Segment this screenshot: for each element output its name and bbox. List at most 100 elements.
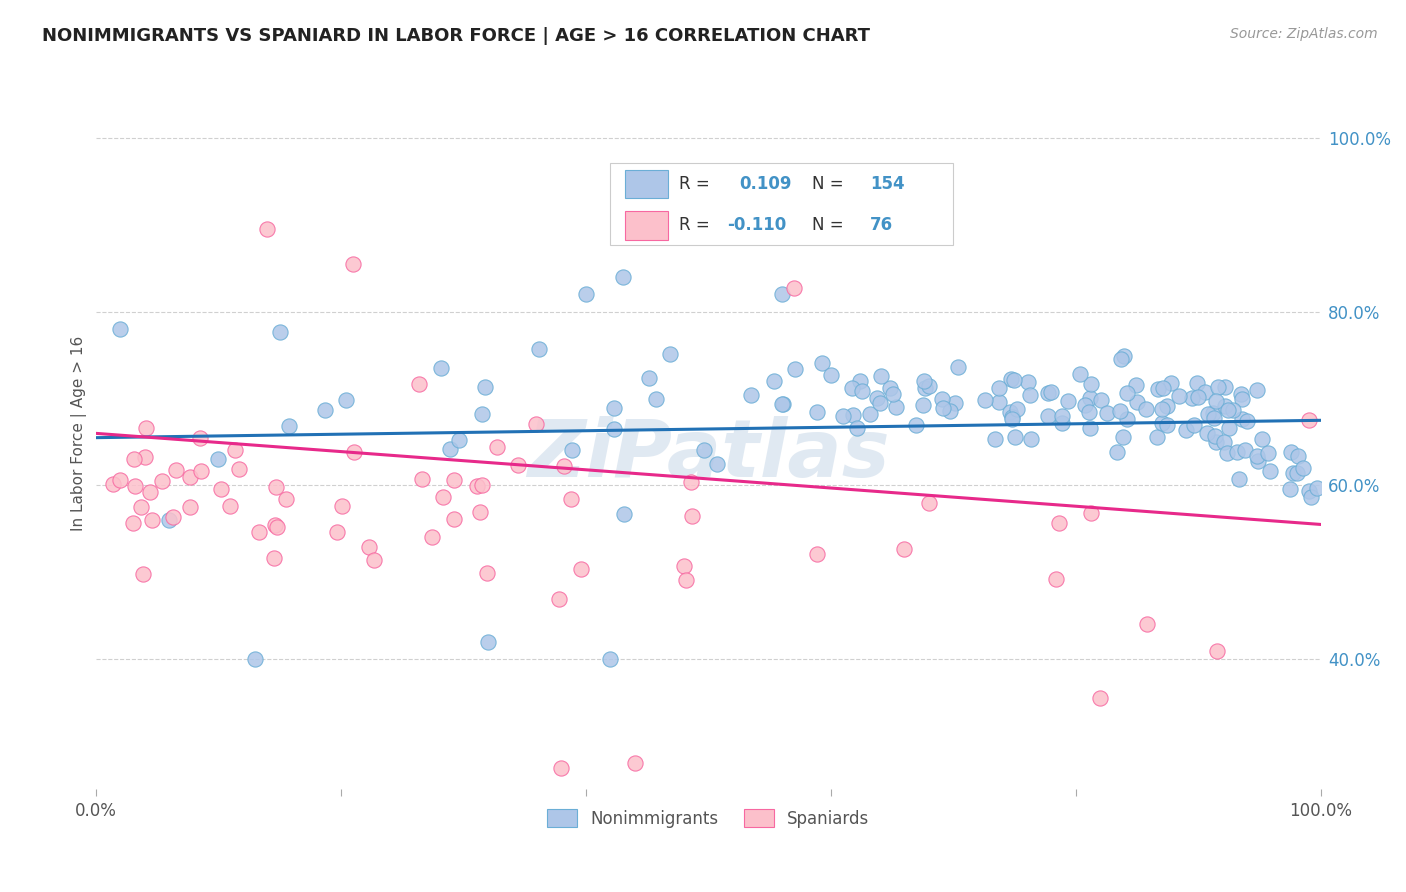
Point bbox=[1168, 389, 1191, 403]
Point bbox=[408, 377, 430, 392]
Point bbox=[264, 479, 287, 493]
Point bbox=[783, 280, 806, 294]
Point bbox=[1187, 390, 1209, 404]
Point bbox=[190, 464, 212, 478]
Point bbox=[1156, 399, 1178, 413]
Point bbox=[984, 432, 1007, 446]
Point bbox=[1222, 402, 1244, 417]
Point bbox=[1080, 377, 1102, 392]
Point bbox=[1174, 423, 1197, 437]
Point bbox=[869, 369, 891, 384]
Point bbox=[869, 396, 891, 410]
Point bbox=[770, 287, 793, 301]
Point bbox=[1218, 420, 1240, 434]
Point bbox=[553, 458, 575, 473]
Point bbox=[1298, 483, 1320, 498]
Point bbox=[673, 558, 696, 573]
Point bbox=[122, 516, 145, 530]
Point bbox=[129, 500, 152, 515]
Point bbox=[264, 518, 287, 533]
Point bbox=[1202, 411, 1225, 425]
Point bbox=[1305, 481, 1327, 495]
Point bbox=[912, 375, 935, 389]
Point bbox=[524, 417, 547, 432]
Point bbox=[623, 756, 645, 771]
Point bbox=[1069, 368, 1091, 382]
Point bbox=[1301, 490, 1323, 504]
Text: -0.110: -0.110 bbox=[727, 217, 786, 235]
Point bbox=[1109, 352, 1132, 367]
Point bbox=[207, 452, 229, 467]
Point bbox=[1282, 466, 1305, 480]
Point bbox=[1125, 378, 1147, 392]
Point bbox=[1039, 385, 1062, 400]
Point bbox=[165, 463, 187, 477]
Point bbox=[325, 524, 347, 539]
Point bbox=[599, 652, 621, 666]
Point bbox=[1001, 410, 1024, 425]
Point bbox=[330, 499, 353, 513]
Point bbox=[1004, 430, 1026, 444]
Point bbox=[132, 567, 155, 582]
Point bbox=[679, 475, 702, 489]
Point bbox=[893, 542, 915, 557]
Point bbox=[508, 458, 530, 473]
Point bbox=[987, 395, 1010, 409]
Point bbox=[179, 470, 201, 484]
Y-axis label: In Labor Force | Age > 16: In Labor Force | Age > 16 bbox=[72, 335, 87, 531]
Point bbox=[179, 500, 201, 514]
Point bbox=[1232, 392, 1254, 406]
Point bbox=[342, 257, 364, 271]
Point bbox=[1036, 409, 1059, 424]
Point bbox=[806, 547, 828, 561]
Point bbox=[681, 509, 703, 524]
Point bbox=[314, 403, 336, 417]
Point bbox=[603, 401, 626, 415]
Point bbox=[477, 634, 499, 648]
Point bbox=[946, 360, 969, 375]
Point bbox=[575, 287, 598, 301]
Point bbox=[1160, 376, 1182, 390]
Point bbox=[938, 404, 960, 418]
Point bbox=[363, 552, 385, 566]
Point bbox=[1213, 435, 1236, 450]
Point bbox=[1115, 386, 1137, 401]
Point bbox=[1218, 403, 1240, 417]
Point bbox=[914, 381, 936, 395]
Point bbox=[443, 473, 465, 487]
Point bbox=[1001, 412, 1024, 426]
Point bbox=[1078, 421, 1101, 435]
Point bbox=[1146, 430, 1168, 444]
FancyBboxPatch shape bbox=[626, 170, 668, 198]
Point bbox=[420, 530, 443, 544]
Point bbox=[1204, 428, 1226, 442]
Point bbox=[1019, 433, 1042, 447]
Point bbox=[1152, 381, 1174, 395]
Text: 0.109: 0.109 bbox=[740, 175, 792, 194]
Text: N =: N = bbox=[813, 175, 849, 194]
Point bbox=[1135, 401, 1157, 416]
Point bbox=[135, 421, 157, 435]
Point bbox=[263, 551, 285, 566]
Point bbox=[219, 500, 242, 514]
Text: ZiPatlas: ZiPatlas bbox=[527, 416, 890, 493]
Text: N =: N = bbox=[813, 217, 849, 235]
Legend: Nonimmigrants, Spaniards: Nonimmigrants, Spaniards bbox=[541, 803, 876, 834]
Point bbox=[832, 409, 855, 423]
Point bbox=[439, 442, 461, 457]
Point bbox=[1108, 404, 1130, 418]
Point bbox=[842, 408, 865, 422]
Point bbox=[905, 417, 928, 432]
Point bbox=[1298, 413, 1320, 427]
Point bbox=[1227, 472, 1250, 486]
Point bbox=[1156, 418, 1178, 433]
Point bbox=[1073, 399, 1095, 413]
Point bbox=[278, 419, 301, 434]
Point bbox=[1213, 380, 1236, 394]
Point bbox=[693, 443, 716, 458]
Point bbox=[561, 443, 583, 458]
Point bbox=[1236, 414, 1258, 428]
Point bbox=[1057, 393, 1080, 408]
Point bbox=[1002, 373, 1025, 387]
Point bbox=[1285, 466, 1308, 480]
